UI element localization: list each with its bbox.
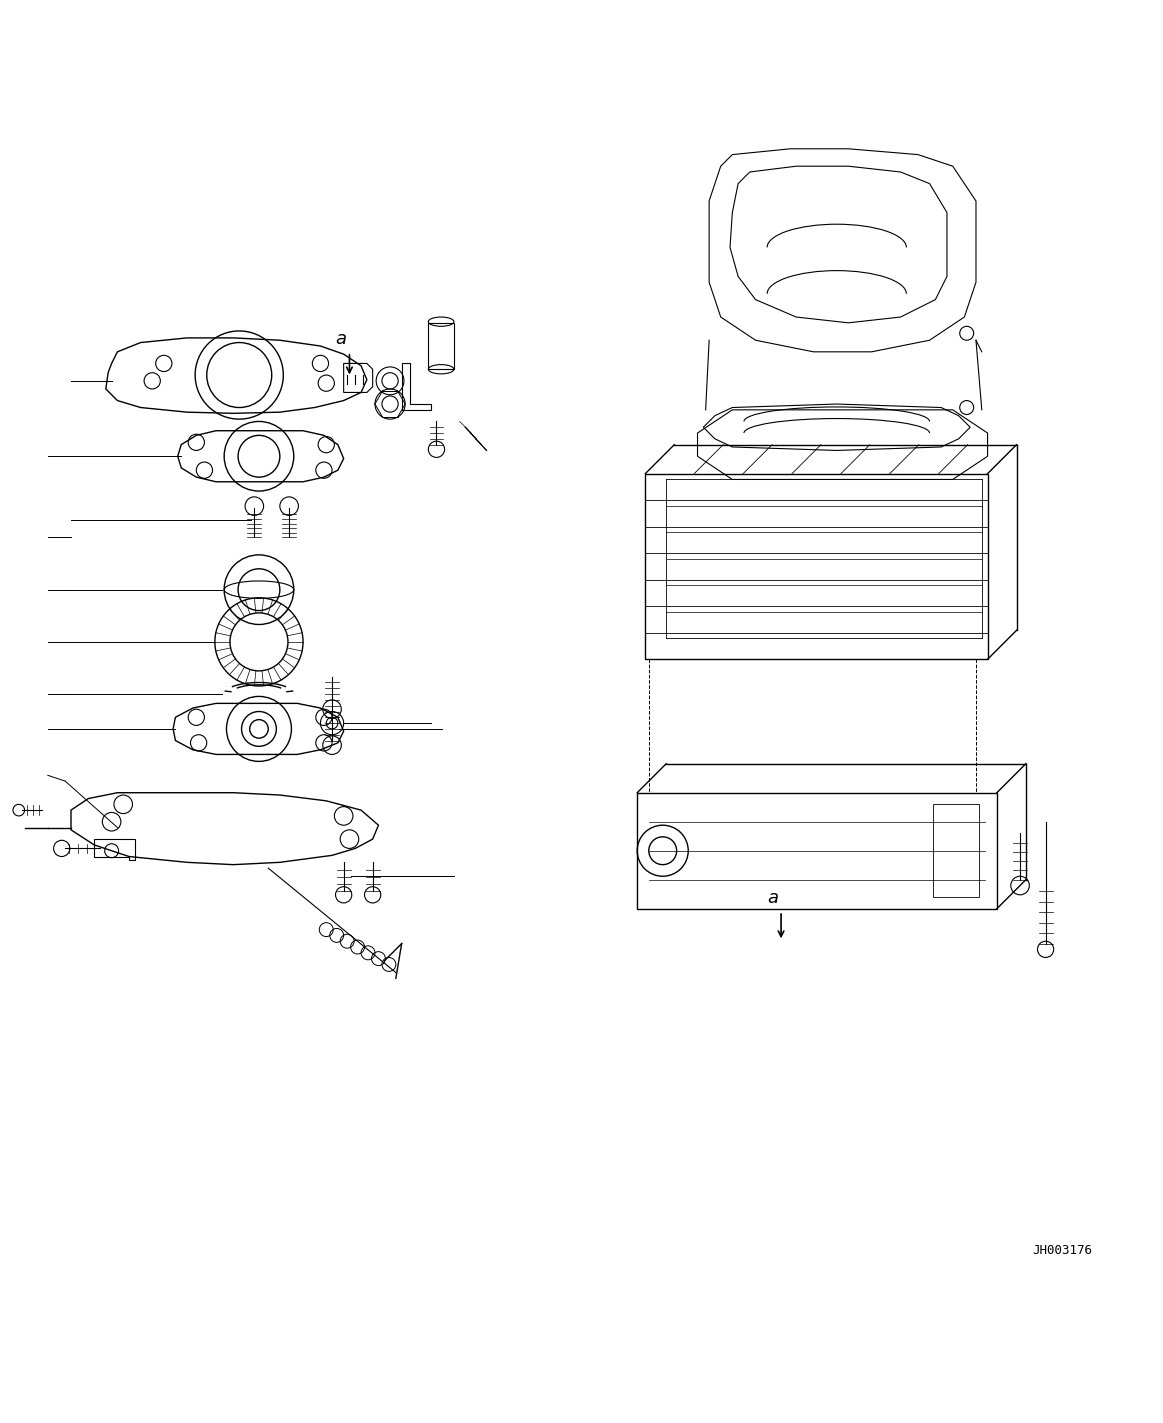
Bar [645,474,987,659]
Bar [637,793,997,909]
Text: a: a [336,330,347,347]
Text: a: a [768,889,778,906]
Bar [933,804,979,896]
Text: JH003176: JH003176 [1032,1244,1092,1257]
Bar [428,323,454,369]
